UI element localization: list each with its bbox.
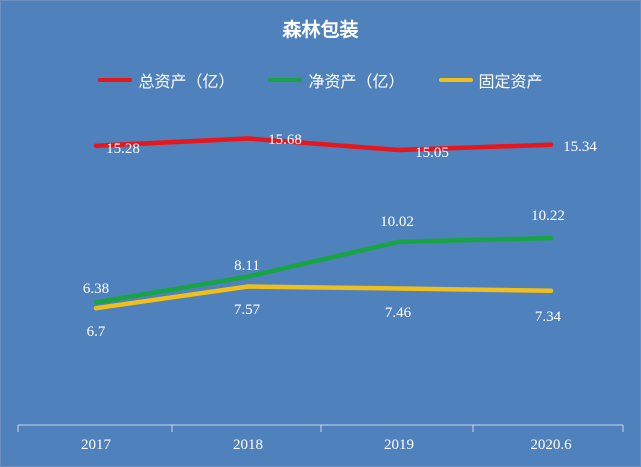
data-label-s2-3: 7.34	[535, 309, 562, 325]
data-label-s0-0: 15.28	[106, 141, 140, 157]
x-tick-label-2020.6: 2020.6	[530, 437, 572, 453]
data-label-s0-1: 15.68	[268, 132, 302, 148]
legend-swatch-net-assets	[268, 78, 303, 82]
legend-swatch-fixed-assets	[438, 78, 473, 82]
data-label-s1-3: 10.22	[531, 208, 565, 224]
data-label-s1-0: 6.7	[87, 324, 106, 340]
legend-item-net-assets: 净资产（亿）	[268, 68, 405, 92]
data-label-s2-1: 7.57	[234, 302, 261, 318]
data-label-s1-2: 10.02	[380, 214, 414, 230]
data-label-s1-1: 8.11	[234, 258, 260, 274]
series-line-0	[93, 136, 554, 153]
data-label-s0-2: 15.05	[415, 145, 449, 161]
data-label-s0-3: 15.34	[563, 139, 597, 155]
legend-label-net-assets: 净资产（亿）	[308, 72, 405, 91]
x-tick-label-2017: 2017	[81, 437, 112, 453]
legend-item-total-assets: 总资产（亿）	[98, 68, 234, 92]
x-tick-label-2018: 2018	[233, 437, 263, 453]
data-label-s2-0: 6.38	[83, 281, 109, 297]
series-line-2	[93, 284, 554, 311]
legend-label-fixed-assets: 固定资产	[478, 72, 543, 91]
legend-swatch-total-assets	[98, 78, 133, 82]
x-tick-label-2019: 2019	[384, 437, 414, 453]
legend-label-total-assets: 总资产（亿）	[138, 72, 235, 91]
series-line-1	[93, 235, 554, 305]
legend-item-fixed-assets: 固定资产	[438, 68, 543, 92]
chart-legend: 总资产（亿） 净资产（亿） 固定资产	[1, 68, 640, 92]
chart-title: 森林包装	[282, 19, 359, 41]
data-label-s2-2: 7.46	[385, 305, 412, 321]
